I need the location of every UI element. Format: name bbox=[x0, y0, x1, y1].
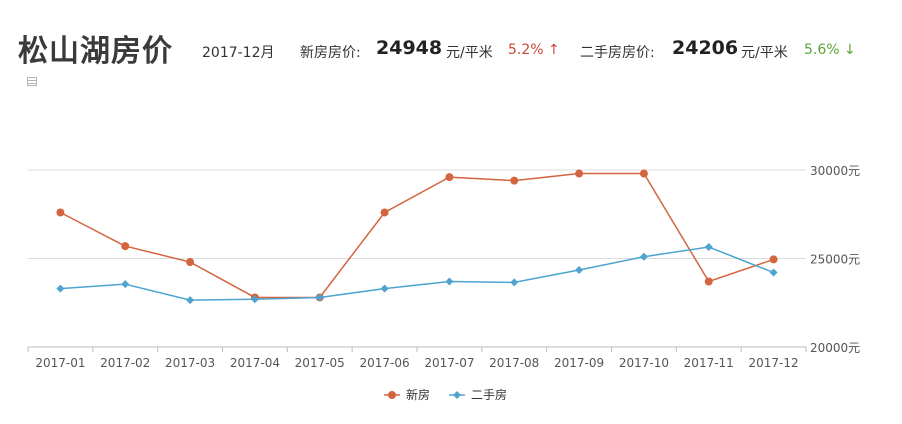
data-point bbox=[704, 277, 713, 286]
chart-header: 松山湖房价 2017-12月 新房房价: 24948 元/平米 5.2% ↑ 二… bbox=[0, 0, 902, 90]
new-house-price-unit: 元/平米 bbox=[446, 45, 493, 61]
x-tick-label: 2017-09 bbox=[554, 356, 604, 370]
second-house-price-label: 二手房房价: bbox=[580, 45, 655, 61]
data-point bbox=[380, 208, 389, 217]
page-title: 松山湖房价 bbox=[18, 34, 173, 69]
y-tick-label: 25000元 bbox=[810, 253, 860, 267]
period-label: 2017-12月 bbox=[202, 45, 275, 61]
data-point bbox=[445, 277, 454, 286]
new-house-price-value: 24948 bbox=[376, 37, 443, 59]
data-point bbox=[575, 169, 584, 178]
x-tick-label: 2017-03 bbox=[165, 356, 215, 370]
y-tick-label: 30000元 bbox=[810, 164, 860, 178]
data-point bbox=[769, 255, 778, 264]
legend-label: 新房 bbox=[406, 387, 430, 402]
series-layer bbox=[56, 169, 778, 305]
legend: 新房 二手房 bbox=[384, 387, 507, 402]
second-house-price-value: 24206 bbox=[672, 37, 739, 59]
x-tick-label: 2017-01 bbox=[35, 356, 85, 370]
data-point bbox=[639, 252, 648, 261]
x-tick-label: 2017-02 bbox=[100, 356, 150, 370]
x-tick-label: 2017-08 bbox=[489, 356, 539, 370]
legend-marker bbox=[453, 391, 461, 399]
data-point bbox=[121, 242, 130, 251]
new-house-price-label: 新房房价: bbox=[300, 45, 361, 61]
data-point bbox=[639, 169, 648, 178]
data-point bbox=[510, 176, 519, 185]
data-point bbox=[445, 173, 454, 182]
data-point bbox=[380, 284, 389, 293]
x-tick-label: 2017-05 bbox=[295, 356, 345, 370]
x-tick-label: 2017-10 bbox=[619, 356, 669, 370]
menu-icon[interactable] bbox=[27, 77, 37, 86]
series-line bbox=[60, 246, 774, 301]
y-axis: 20000元 25000元 30000元 bbox=[810, 164, 860, 355]
x-tick-label: 2017-04 bbox=[230, 356, 280, 370]
second-house-price-unit: 元/平米 bbox=[741, 45, 788, 61]
second-house-price-change: 5.6% ↓ bbox=[804, 42, 856, 58]
series-circle bbox=[56, 169, 778, 302]
gridlines bbox=[28, 169, 806, 348]
x-tick-label: 2017-06 bbox=[360, 356, 410, 370]
x-tick-label: 2017-11 bbox=[684, 356, 734, 370]
data-point bbox=[121, 280, 130, 289]
y-tick-label: 20000元 bbox=[810, 341, 860, 355]
x-tick-label: 2017-07 bbox=[424, 356, 474, 370]
data-point bbox=[704, 242, 713, 251]
data-point bbox=[186, 258, 195, 267]
data-point bbox=[56, 208, 65, 217]
data-point bbox=[56, 284, 65, 293]
legend-label: 二手房 bbox=[471, 387, 507, 402]
x-tick-label: 2017-12 bbox=[749, 356, 799, 370]
data-point bbox=[250, 295, 259, 304]
legend-marker bbox=[388, 391, 396, 399]
data-point bbox=[186, 296, 195, 305]
data-point bbox=[769, 268, 778, 277]
new-house-price-change: 5.2% ↑ bbox=[508, 42, 560, 58]
series-line bbox=[60, 172, 774, 299]
data-point bbox=[575, 266, 584, 275]
data-point bbox=[315, 293, 324, 302]
x-axis: 2017-01 2017-02 2017-03 2017-04 2017-05 2017-… bbox=[27, 347, 807, 370]
data-point bbox=[510, 278, 519, 287]
series-diamond bbox=[56, 242, 778, 305]
